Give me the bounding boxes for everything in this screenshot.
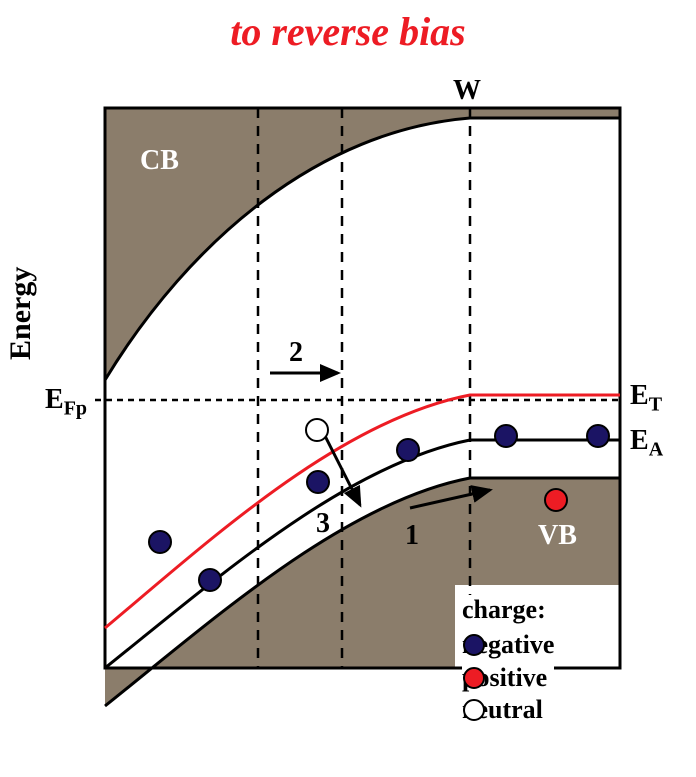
label-process-1: 1 bbox=[405, 520, 419, 552]
legend-row-negative: negative bbox=[462, 629, 554, 662]
band-diagram-svg bbox=[0, 0, 696, 777]
legend-dot-negative-icon bbox=[462, 633, 486, 657]
label-vb: VB bbox=[538, 520, 577, 552]
legend-dot-neutral-icon bbox=[462, 698, 486, 722]
label-cb: CB bbox=[140, 145, 179, 177]
legend-row-positive: positive bbox=[462, 662, 554, 695]
label-et: ET bbox=[630, 380, 662, 417]
label-efp: EFp bbox=[45, 384, 87, 421]
legend-dot-positive-icon bbox=[462, 666, 486, 690]
label-ea: EA bbox=[630, 425, 663, 462]
label-process-2: 2 bbox=[289, 337, 303, 369]
legend: charge: negative positive neutral bbox=[462, 595, 554, 727]
legend-row-neutral: neutral bbox=[462, 694, 554, 727]
label-process-3: 3 bbox=[316, 508, 330, 540]
label-w: W bbox=[453, 75, 481, 107]
legend-title: charge: bbox=[462, 595, 554, 625]
